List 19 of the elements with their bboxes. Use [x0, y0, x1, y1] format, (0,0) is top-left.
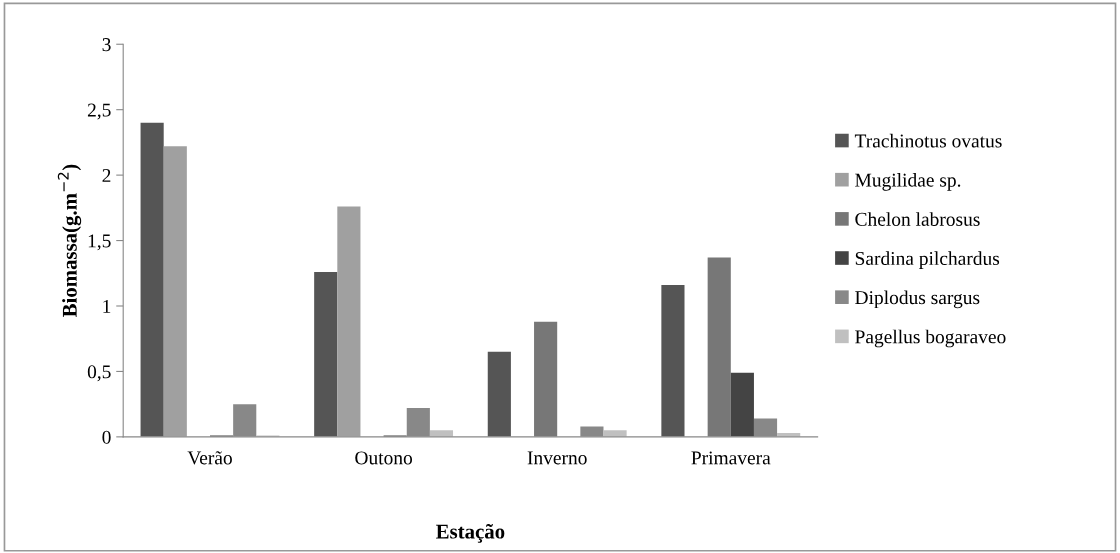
- y-tick-label: 0,5: [87, 365, 111, 382]
- x-axis-title: Estação: [436, 523, 505, 543]
- y-axis-title: Biomassa(g.m$^{−2}$): [57, 164, 82, 318]
- legend-label: Mugilidae sp.: [855, 173, 961, 191]
- x-tick-label: Verão: [187, 451, 232, 465]
- y-tick-label: 1,5: [88, 234, 111, 251]
- legend-label: Diplodus sargus: [855, 290, 980, 309]
- y-tick-label: 2,5: [87, 103, 111, 120]
- legend-label: Sardina pilchardus: [855, 251, 1000, 269]
- x-tick-label: Primavera: [691, 451, 771, 465]
- y-tick-label: 1: [103, 299, 111, 313]
- y-tick-label: 2: [102, 168, 111, 182]
- legend-label: Pagellus bogaraveo: [855, 329, 1006, 348]
- y-tick-label: 3: [102, 38, 111, 52]
- y-tick-label: 0: [102, 430, 111, 444]
- legend-label: Trachinotus ovatus: [854, 133, 1002, 148]
- x-tick-label: Outono: [355, 451, 413, 465]
- legend-label: Chelon labrosus: [855, 212, 980, 226]
- x-tick-label: Inverno: [527, 451, 587, 465]
